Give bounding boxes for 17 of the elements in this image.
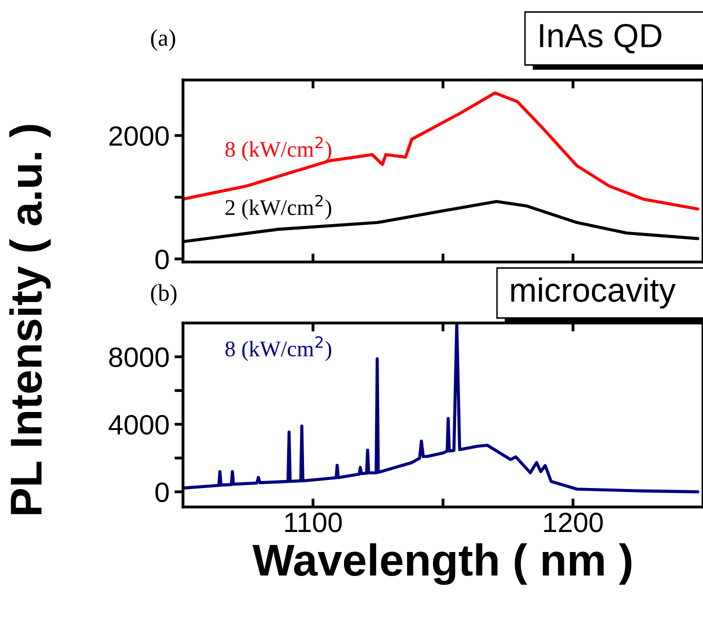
series-label: 8 (kW/cm$^{2}$) (225, 136, 332, 162)
y-tick-label: 4000 (108, 414, 169, 435)
y-axis-title: PL Intensity ( a.u. ) (9, 125, 51, 514)
text: (b) (151, 284, 176, 306)
x-tick-label: 1200 (544, 512, 603, 532)
text: (a) (151, 29, 176, 51)
y-tick-label: 2000 (109, 126, 169, 146)
y-tick-label: 0 (155, 250, 169, 270)
line-series (183, 323, 700, 494)
chart-title: microcavity (511, 277, 676, 309)
x-axis-title: Wavelength ( nm ) (252, 543, 632, 585)
y-tick-label: 0 (155, 482, 169, 502)
text: 8 (kW/cm$^{2}$) (225, 336, 332, 361)
series-label: 2 (kW/cm$^{2}$) (226, 194, 332, 220)
chart-title: InAs QD (540, 24, 662, 54)
y-tick-label: 8000 (109, 347, 169, 368)
x-tick-label: 1100 (285, 512, 342, 532)
